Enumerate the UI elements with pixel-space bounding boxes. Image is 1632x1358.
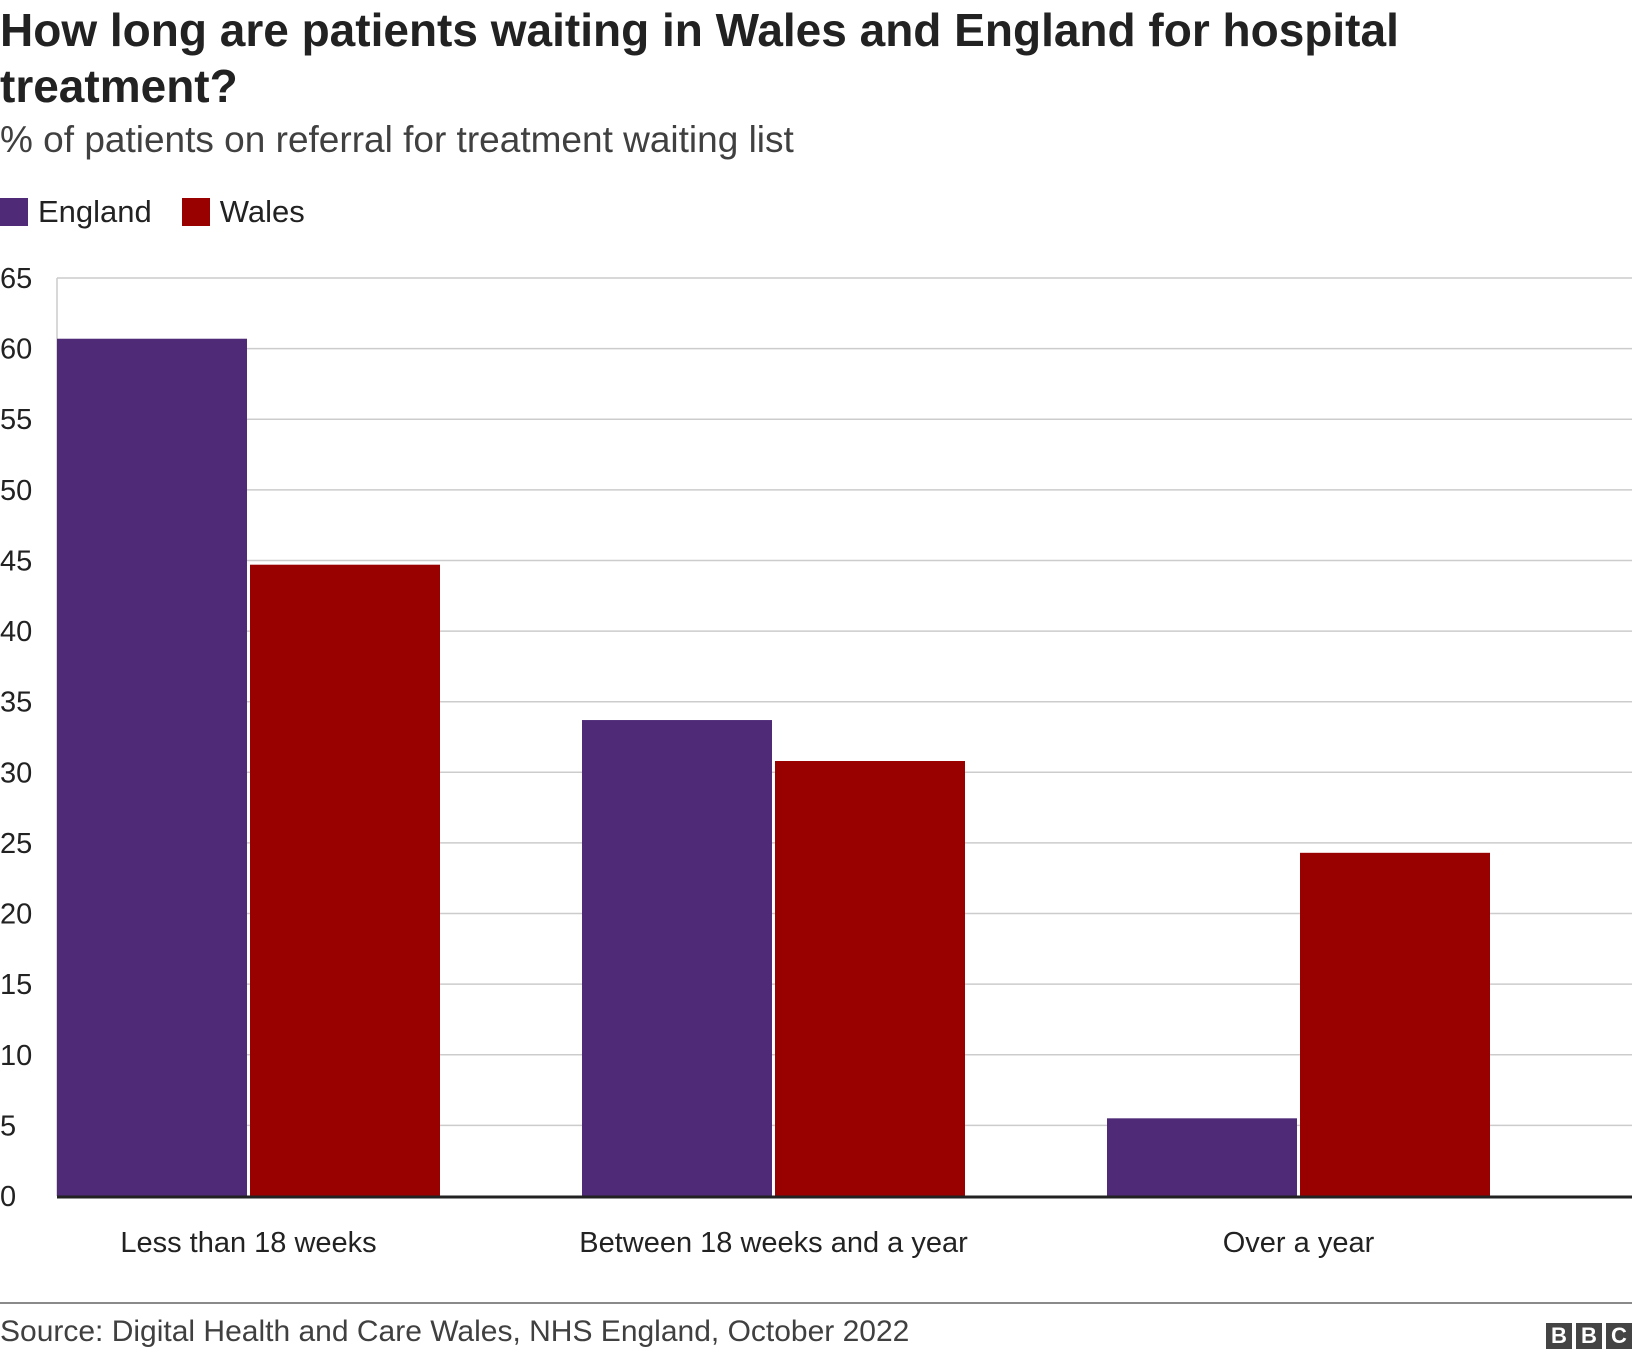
chart-title: How long are patients waiting in Wales a…: [0, 4, 1399, 112]
y-tick-label: 15: [0, 969, 32, 1001]
y-tick-label: 5: [0, 1110, 16, 1142]
y-tick-label: 50: [0, 475, 32, 507]
legend-swatch-england: [0, 198, 28, 226]
y-axis-ticks: 0 5 10 15 20 25 30 35 40 45 50 55 60 65: [0, 263, 32, 1213]
y-tick-label: 20: [0, 899, 32, 931]
bars: [57, 338, 1490, 1196]
y-tick-label: 0: [0, 1181, 16, 1213]
bar-wales: [250, 564, 440, 1196]
bbc-logo: B B C: [1542, 1323, 1632, 1349]
legend-label-england: England: [38, 194, 152, 229]
x-tick-label: Less than 18 weeks: [120, 1227, 376, 1259]
bar-chart: 0 5 10 15 20 25 30 35 40 45 50 55 60 65 Less than 18 …: [0, 263, 1632, 1259]
y-tick-label: 55: [0, 404, 32, 436]
bar-england: [57, 338, 247, 1196]
chart-subtitle: % of patients on referral for treatment …: [0, 119, 794, 160]
y-tick-label: 60: [0, 334, 32, 366]
footer-divider: [0, 1302, 1632, 1304]
y-tick-label: 25: [0, 828, 32, 860]
bar-england: [582, 720, 772, 1196]
y-tick-label: 30: [0, 757, 32, 789]
bar-wales: [1300, 852, 1490, 1196]
legend-swatch-wales: [181, 198, 210, 226]
bbc-logo-letter: B: [1546, 1323, 1572, 1349]
legend-label-wales: Wales: [219, 194, 305, 229]
bbc-logo-letter: C: [1606, 1323, 1632, 1349]
y-tick-label: 65: [0, 263, 32, 295]
x-tick-label: Between 18 weeks and a year: [579, 1227, 968, 1259]
source-note: Source: Digital Health and Care Wales, N…: [0, 1315, 910, 1348]
y-tick-label: 35: [0, 687, 32, 719]
bar-wales: [775, 761, 965, 1196]
y-tick-label: 10: [0, 1040, 32, 1072]
legend-item-england: England: [0, 194, 152, 230]
chart-legend: England Wales: [0, 192, 335, 232]
x-axis-ticks: Less than 18 weeks Between 18 weeks and a…: [120, 1227, 1374, 1259]
x-tick-label: Over a year: [1223, 1227, 1375, 1259]
bar-england: [1107, 1118, 1297, 1196]
bbc-logo-letter: B: [1576, 1323, 1602, 1349]
y-tick-label: 45: [0, 545, 32, 577]
legend-item-wales: Wales: [181, 194, 305, 230]
y-tick-label: 40: [0, 616, 32, 648]
